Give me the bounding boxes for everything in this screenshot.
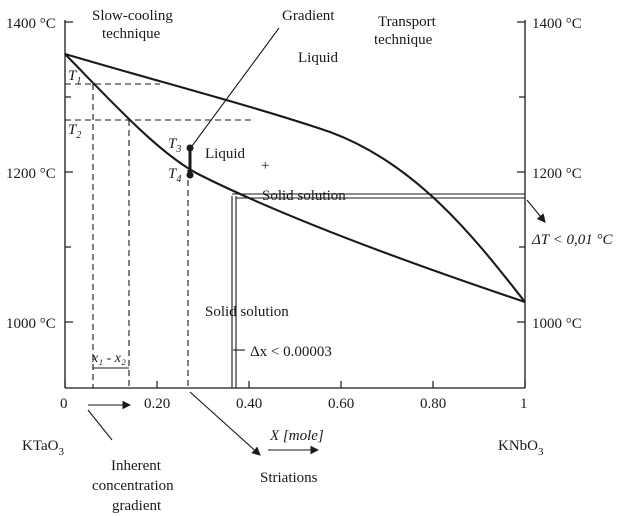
- ktao3-text: KTaO: [22, 438, 59, 454]
- t2-label: T2: [68, 122, 81, 141]
- inherent-line2: concentration: [92, 478, 174, 494]
- knbo3-label: KNbO3: [498, 438, 544, 458]
- inherent-line3: gradient: [112, 498, 162, 514]
- t3-label: T3: [168, 136, 181, 155]
- t3-sub: 3: [175, 144, 181, 155]
- knbo3-sub: 3: [538, 446, 544, 458]
- striations-pointer: [189, 391, 261, 456]
- t4-t: T: [168, 166, 178, 182]
- inherent-pointer: [87, 409, 113, 441]
- t4-sub: 4: [176, 174, 181, 185]
- x-label-080: 0.80: [420, 396, 446, 412]
- solidus-curve: [64, 53, 526, 303]
- slow-cooling-line2: technique: [102, 26, 161, 42]
- t3-dot: [186, 144, 194, 152]
- slow-cooling-arrow-path: [94, 84, 131, 121]
- t1-label: T1: [68, 68, 81, 87]
- ktao3-label: KTaO3: [22, 438, 64, 458]
- right-label-1200: 1200 °C: [532, 166, 582, 182]
- delta-t-label: ΔT < 0,01 °C: [531, 232, 613, 248]
- right-label-1000: 1000 °C: [532, 316, 582, 332]
- plus-mark: +: [261, 158, 269, 174]
- t1-t: T: [68, 68, 78, 84]
- ktao3-sub: 3: [58, 446, 64, 458]
- x-label-040: 0.40: [236, 396, 262, 412]
- solid-solution-mid: Solid solution: [262, 188, 346, 204]
- t2-t: T: [68, 122, 78, 138]
- t4-label: T4: [168, 166, 181, 185]
- x-label-020: 0.20: [144, 396, 170, 412]
- solid-solution-low: Solid solution: [205, 304, 289, 320]
- x-label-0: 0: [60, 396, 68, 412]
- liquid-top-label: Liquid: [298, 50, 338, 66]
- left-label-1200: 1200 °C: [6, 166, 56, 182]
- striations-label: Striations: [260, 470, 318, 486]
- x1-x2-label: x₁ - x₂: [91, 351, 126, 366]
- t3-t: T: [168, 136, 178, 152]
- t1-sub: 1: [76, 76, 81, 87]
- transport-line2: technique: [374, 32, 433, 48]
- right-label-1400: 1400 °C: [532, 16, 582, 32]
- x-label-1: 1: [520, 396, 528, 412]
- x-label-060: 0.60: [328, 396, 354, 412]
- left-label-1000: 1000 °C: [6, 316, 56, 332]
- left-label-1400: 1400 °C: [6, 16, 56, 32]
- transport-line1: Transport: [378, 14, 437, 30]
- delta-x-label: Δx < 0.00003: [250, 344, 332, 360]
- slow-cooling-line1: Slow-cooling: [92, 8, 173, 24]
- liquidus-curve: [64, 52, 526, 303]
- t4-dot: [186, 171, 194, 179]
- liquid-mid-label: Liquid: [205, 146, 245, 162]
- gradient-label: Gradient: [282, 8, 335, 24]
- gradient-pointer: [191, 27, 280, 147]
- knbo3-text: KNbO: [498, 438, 538, 454]
- x-axis-title: X [mole]: [269, 428, 324, 444]
- delta-t-arrow: [526, 199, 546, 223]
- inherent-line1: Inherent: [111, 458, 162, 474]
- t2-sub: 2: [76, 130, 81, 141]
